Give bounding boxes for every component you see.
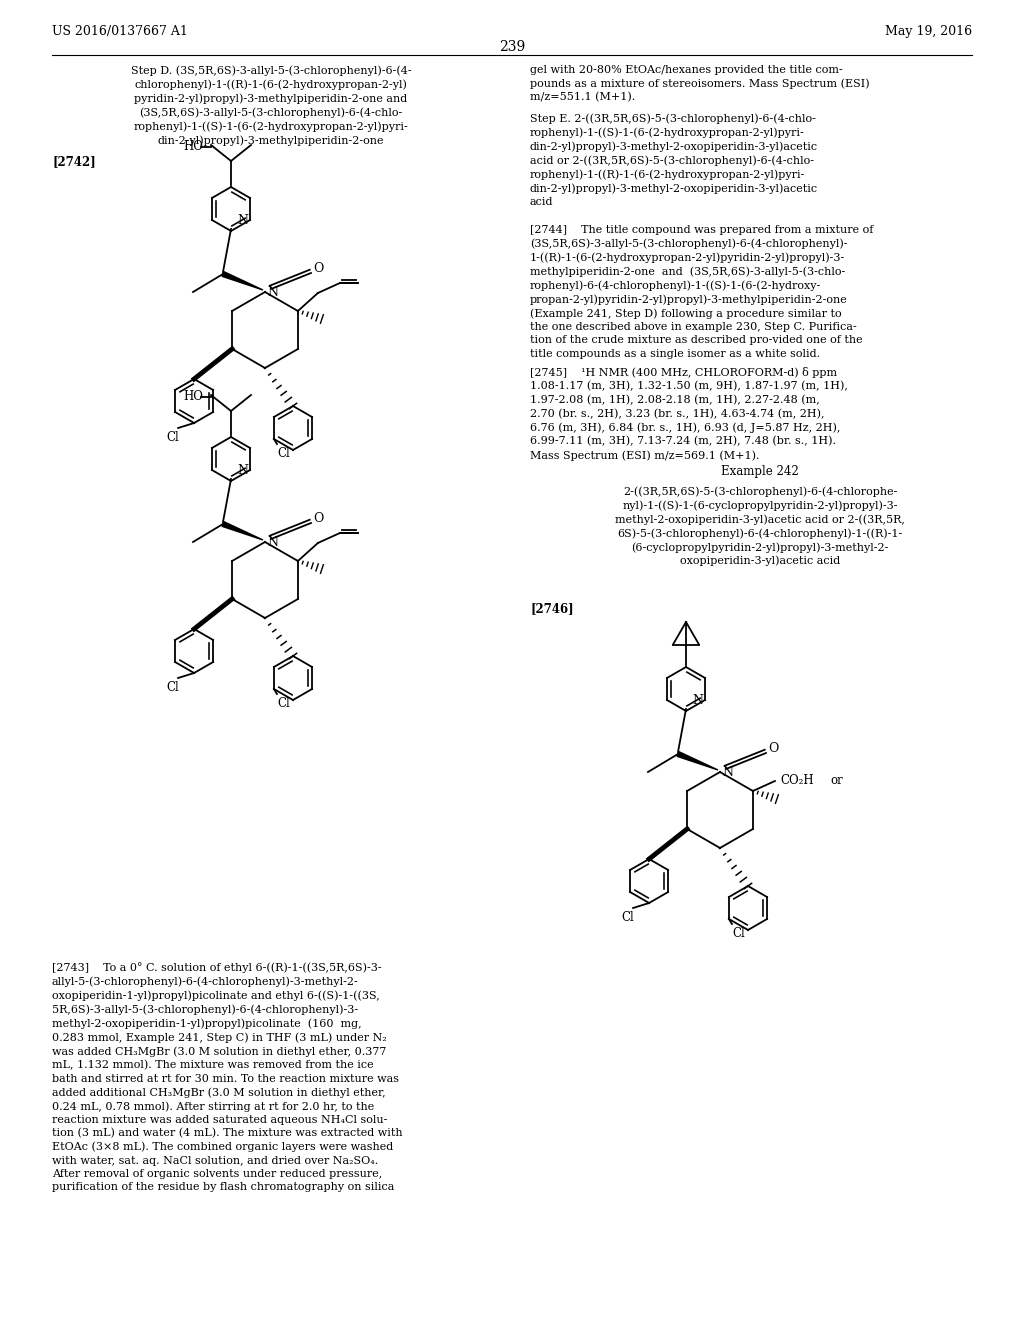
Text: N: N [237,463,248,477]
Text: [2744]    The title compound was prepared from a mixture of
(3S,5R,6S)-3-allyl-5: [2744] The title compound was prepared f… [530,224,873,359]
Text: Cl: Cl [622,911,634,924]
Text: May 19, 2016: May 19, 2016 [885,25,972,38]
Text: N: N [237,214,248,227]
Text: or: or [829,775,843,788]
Text: Step E. 2-((3R,5R,6S)-5-(3-chlorophenyl)-6-(4-chlo-
rophenyl)-1-((S)-1-(6-(2-hyd: Step E. 2-((3R,5R,6S)-5-(3-chlorophenyl)… [530,114,818,207]
Text: Example 242: Example 242 [721,465,799,478]
Text: Cl: Cl [276,447,290,459]
Text: [2743]    To a 0° C. solution of ethyl 6-((R)-1-((3S,5R,6S)-3-
allyl-5-(3-chloro: [2743] To a 0° C. solution of ethyl 6-((… [52,962,402,1192]
Text: [2745]    ¹H NMR (400 MHz, CHLOROFORM-d) δ ppm
1.08-1.17 (m, 3H), 1.32-1.50 (m, : [2745] ¹H NMR (400 MHz, CHLOROFORM-d) δ … [530,367,848,461]
Text: N: N [267,285,278,298]
Text: N: N [722,766,733,779]
Text: Cl: Cl [166,681,179,694]
Text: Cl: Cl [732,927,744,940]
Text: O: O [768,742,778,755]
Text: Step D. (3S,5R,6S)-3-allyl-5-(3-chlorophenyl)-6-(4-
chlorophenyl)-1-((R)-1-(6-(2: Step D. (3S,5R,6S)-3-allyl-5-(3-chloroph… [131,65,412,145]
Polygon shape [222,272,263,290]
Text: [2746]: [2746] [530,602,573,615]
Text: N: N [267,536,278,549]
Text: 2-((3R,5R,6S)-5-(3-chlorophenyl)-6-(4-chlorophe-
nyl)-1-((S)-1-(6-cyclopropylpyr: 2-((3R,5R,6S)-5-(3-chlorophenyl)-6-(4-ch… [615,486,905,566]
Text: CO₂H: CO₂H [780,775,813,788]
Text: Cl: Cl [166,432,179,444]
Text: O: O [312,511,324,524]
Polygon shape [677,751,718,770]
Text: O: O [312,261,324,275]
Text: [2742]: [2742] [52,154,96,168]
Text: 239: 239 [499,40,525,54]
Text: HO: HO [183,391,203,404]
Polygon shape [222,521,263,540]
Text: US 2016/0137667 A1: US 2016/0137667 A1 [52,25,187,38]
Text: Cl: Cl [276,697,290,710]
Text: HO: HO [183,140,203,153]
Text: N: N [692,693,703,706]
Text: gel with 20-80% EtOAc/hexanes provided the title com-
pounds as a mixture of ste: gel with 20-80% EtOAc/hexanes provided t… [530,65,869,103]
